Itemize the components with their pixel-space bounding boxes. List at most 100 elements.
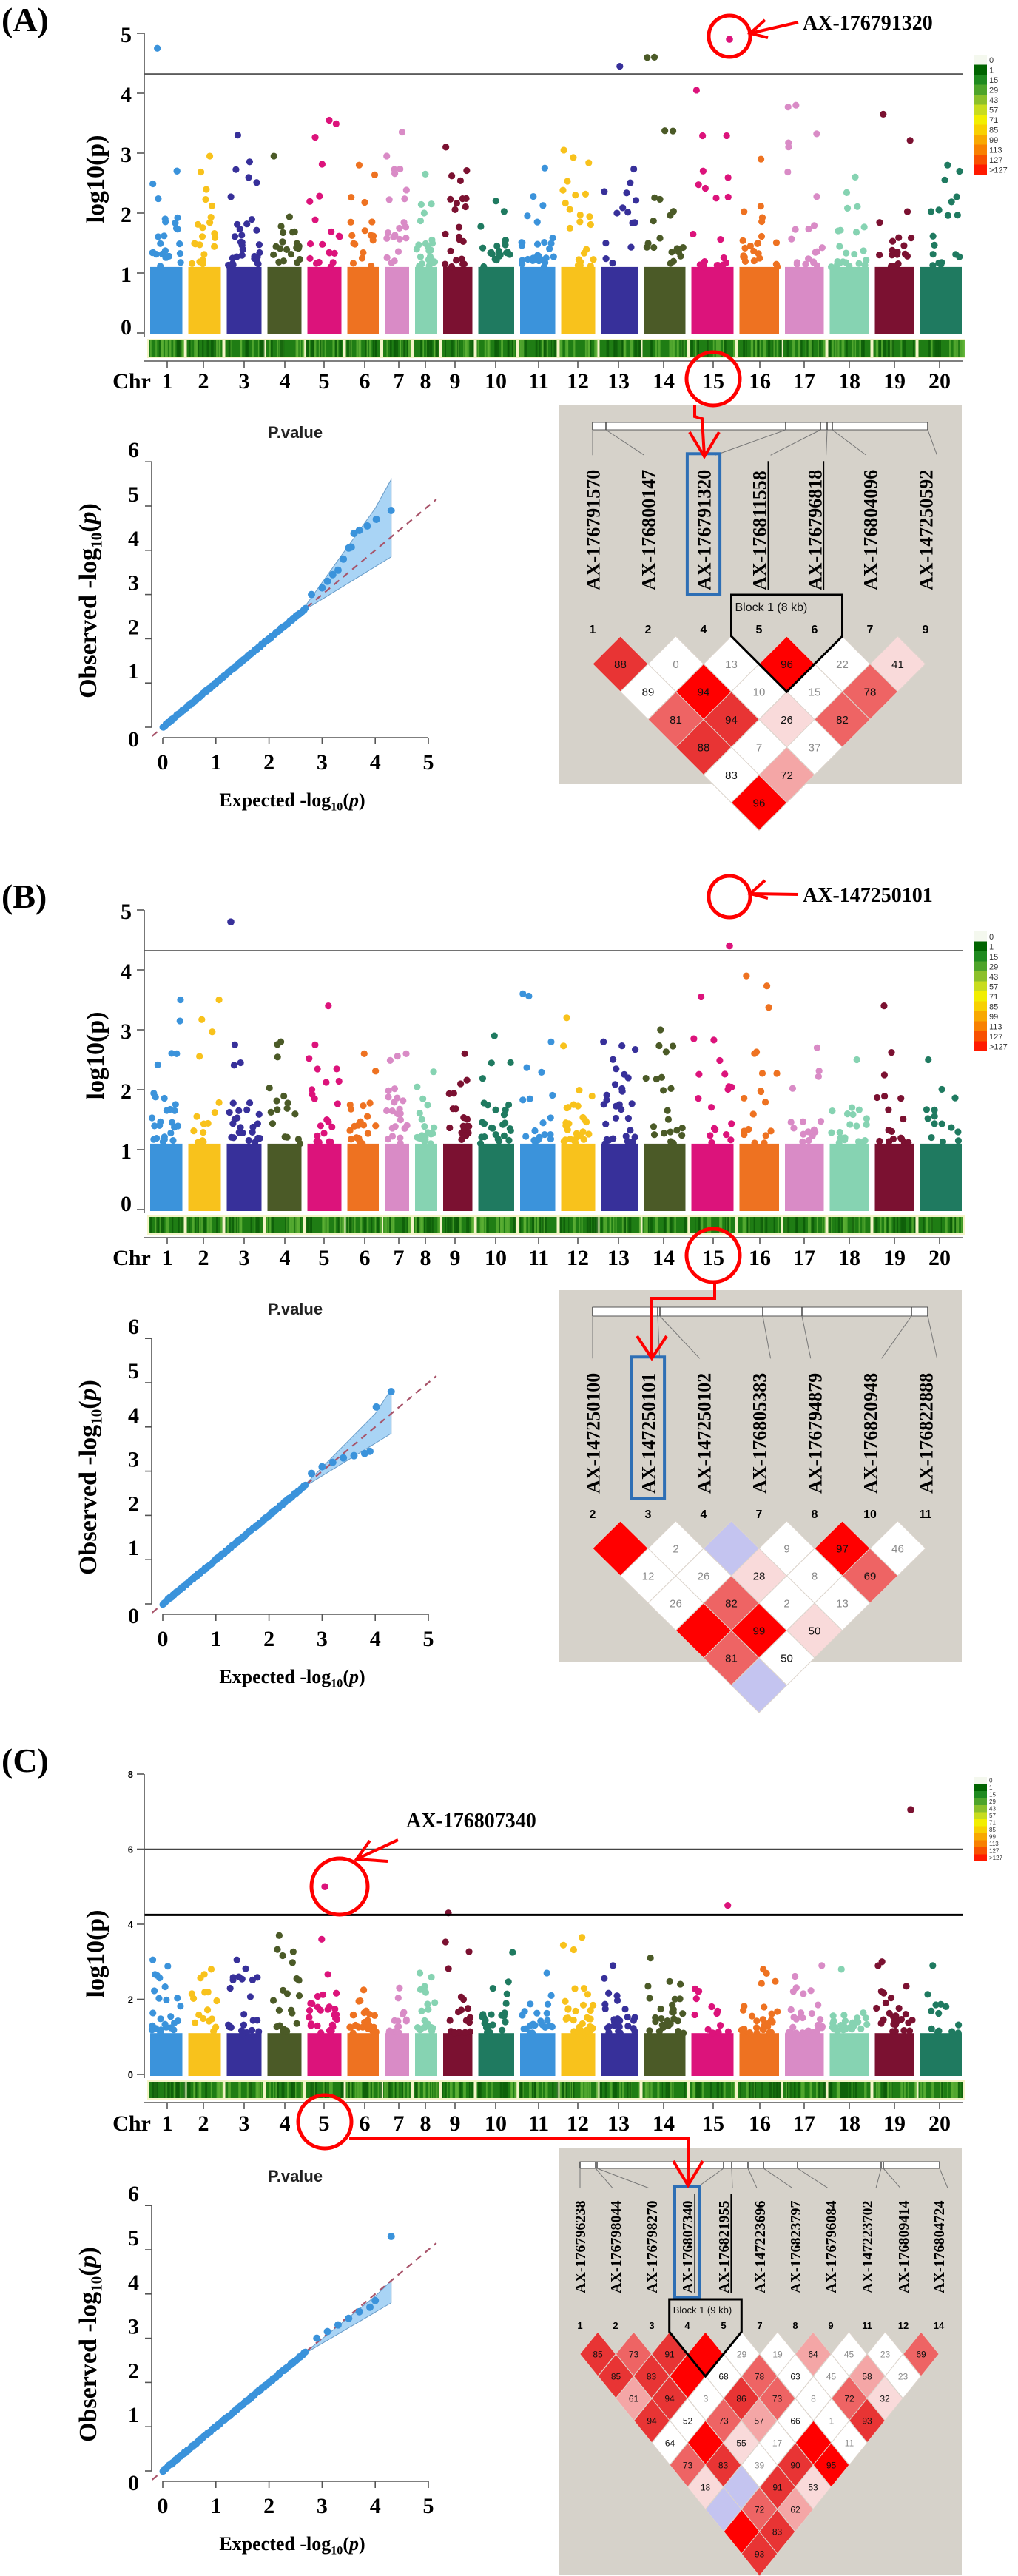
chr-density-stripe — [903, 340, 906, 357]
chr-density-stripe — [173, 340, 176, 357]
manhattan-point — [255, 1110, 263, 1118]
manhattan-point — [695, 1094, 702, 1102]
manhattan-point — [449, 1105, 456, 1113]
manhattan-point — [650, 53, 658, 61]
manhattan-point — [650, 218, 657, 225]
manhattan-point — [418, 1116, 425, 1123]
chr-density-stripe — [348, 1217, 349, 1233]
manhattan-point — [624, 209, 632, 216]
qq-point — [340, 555, 348, 563]
ld-link-arrow-icon — [636, 1282, 716, 1361]
chr-tick-label: 17 — [793, 1246, 815, 1270]
manhattan-point — [585, 1130, 593, 1138]
chr-density-stripe — [499, 1217, 501, 1233]
ld-marker-connector — [881, 1315, 912, 1359]
legend-swatch — [974, 941, 987, 951]
manhattan-point — [461, 1050, 468, 1057]
manhattan-point — [506, 251, 513, 258]
chr-density-stripe — [545, 1217, 547, 1233]
ld-marker-index: 2 — [590, 1508, 596, 1521]
chr-density-stripe — [760, 1217, 763, 1233]
manhattan-point — [168, 1050, 175, 1057]
manhattan-point — [460, 260, 468, 268]
manhattan-point — [254, 2017, 261, 2024]
haplotype-block-outline — [668, 2298, 743, 2378]
manhattan-point — [372, 1068, 380, 1075]
manhattan-point — [692, 87, 701, 94]
chr-tick-label: 6 — [360, 369, 371, 394]
chr-density-stripe — [800, 2082, 803, 2098]
chr-density-stripe — [365, 340, 368, 357]
chr-density-stripe — [744, 1217, 746, 1233]
ld-marker-name: AX-176809414 — [896, 2200, 912, 2293]
manhattan-point — [320, 1130, 328, 1137]
qq-point — [371, 2296, 380, 2304]
manhattan-point — [365, 2022, 373, 2029]
manhattan-point — [462, 203, 469, 211]
manhattan-point — [670, 208, 677, 215]
manhattan-point — [233, 1956, 240, 1963]
manhattan-point — [741, 1094, 748, 1102]
manhattan-point — [215, 1099, 223, 1106]
chr-density-stripe — [550, 340, 552, 357]
legend-swatch — [974, 1819, 987, 1827]
manhattan-point — [328, 1123, 336, 1131]
manhattan-point — [420, 209, 428, 217]
manhattan-point — [484, 1102, 491, 1109]
chr-density-stripe — [596, 2082, 599, 2098]
manhattan-point — [368, 218, 376, 226]
manhattan-point — [306, 240, 314, 248]
ld-marker-name: AX-176794879 — [804, 1373, 826, 1494]
manhattan-point — [849, 1110, 857, 1119]
chr-density-stripe — [449, 2082, 451, 2098]
ld-marker-name: AX-147223696 — [752, 2200, 769, 2293]
legend-label: 0 — [989, 56, 994, 65]
chr-tick-label: 7 — [394, 369, 405, 394]
manhattan-point — [900, 242, 908, 249]
manhattan-point-mass — [785, 2033, 824, 2076]
chr-density-stripe — [698, 2082, 701, 2098]
manhattan-point — [314, 1132, 321, 1139]
ld-marker-connector — [927, 429, 938, 456]
chr-density-stripe — [349, 1217, 352, 1233]
ld-cell-value: 91 — [664, 2349, 675, 2359]
manhattan-point — [522, 1133, 530, 1140]
manhattan-point — [631, 2028, 638, 2035]
chr-density-stripe — [294, 2082, 296, 2098]
manhattan-point — [350, 2012, 357, 2019]
manhattan-point — [642, 1074, 650, 1082]
manhattan-point — [673, 1127, 681, 1134]
manhattan-point — [563, 2014, 570, 2022]
ld-marker-connector — [875, 2168, 882, 2188]
manhattan-point — [396, 1105, 403, 1113]
manhattan-point — [935, 2009, 943, 2017]
legend-label: 29 — [989, 86, 998, 95]
manhattan-point — [892, 2012, 900, 2020]
manhattan-point — [928, 2007, 935, 2014]
ld-cell-value: 1 — [829, 2415, 835, 2426]
chr-density-stripe — [786, 1217, 790, 1233]
manhattan-point — [873, 2004, 880, 2012]
manhattan-point — [601, 188, 608, 195]
manhattan-point — [673, 245, 681, 252]
manhattan-point — [384, 229, 392, 237]
peak-arrow-icon — [354, 1838, 399, 1863]
manhattan-point-mass — [188, 1143, 221, 1211]
manhattan-point — [311, 134, 319, 141]
manhattan-point — [254, 253, 261, 260]
manhattan-point — [650, 1131, 658, 1139]
manhattan-point — [246, 1993, 254, 2000]
manhattan-point — [157, 240, 164, 247]
manhattan-point — [877, 1988, 885, 1995]
chr-tick-label: 10 — [485, 1246, 507, 1270]
ld-marker-index: 5 — [721, 2320, 726, 2331]
ld-marker-connector — [770, 429, 821, 456]
chr-density-stripe — [931, 340, 933, 357]
manhattan-point — [149, 180, 157, 188]
chr-density-stripe — [193, 2082, 195, 2098]
chr-density-stripe — [536, 1217, 539, 1233]
manhattan-point — [605, 2029, 613, 2036]
manhattan-point — [530, 192, 537, 200]
qq-y-axis-label: Observed -log10(p) — [75, 2247, 105, 2442]
